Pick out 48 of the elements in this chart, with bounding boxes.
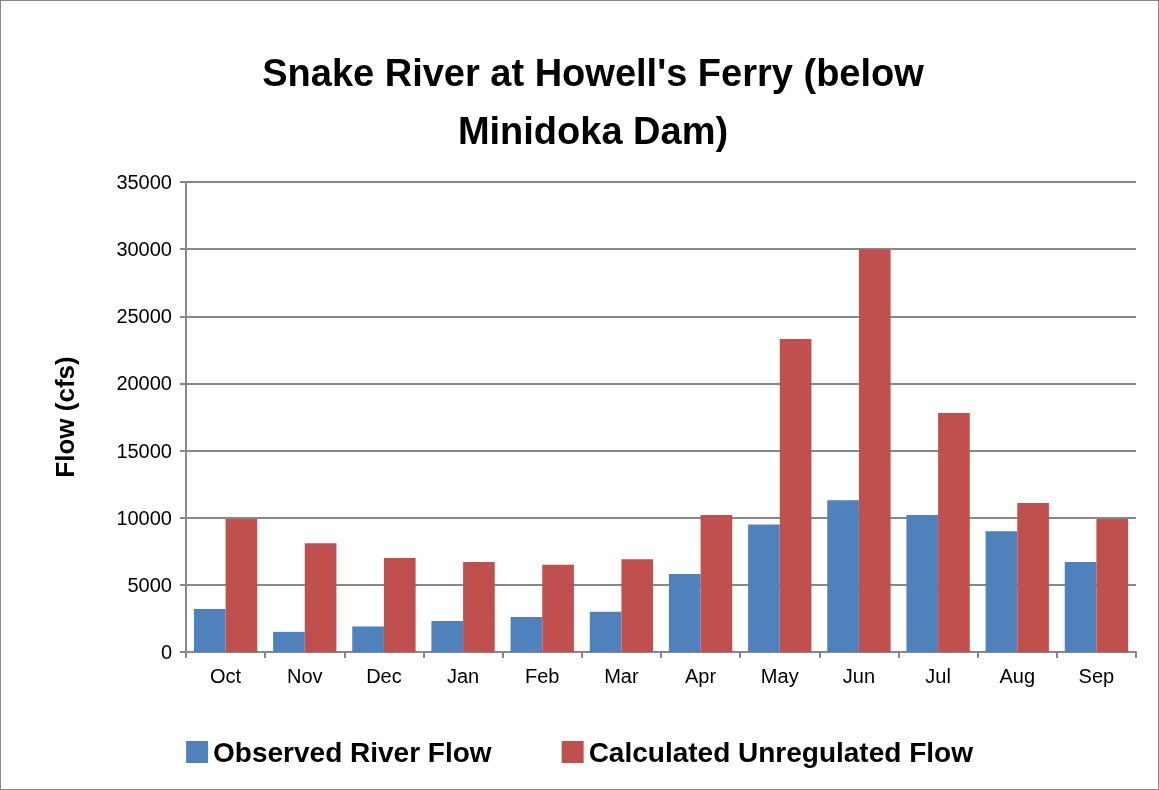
bar — [542, 564, 574, 652]
y-tick-label: 15000 — [116, 439, 172, 462]
chart-title: Snake River at Howell's Ferry (below Minidoka Dam) — [262, 52, 925, 152]
bar — [1017, 502, 1049, 652]
bar — [938, 412, 970, 652]
bar — [985, 531, 1018, 652]
x-tick-label: Feb — [525, 665, 560, 687]
bar — [779, 339, 812, 652]
x-tick-label: Aug — [999, 665, 1036, 687]
y-tick-label: 10000 — [116, 506, 172, 529]
bar — [1064, 562, 1097, 652]
x-tick-label: Jun — [842, 665, 876, 687]
y-tick-label: 35000 — [116, 171, 172, 193]
y-tick-label: 5000 — [127, 573, 172, 596]
bar — [193, 609, 226, 652]
x-tick-label: Mar — [604, 665, 639, 687]
bar — [431, 621, 464, 652]
legend-label: Calculated Unregulated Flow — [588, 736, 974, 768]
x-tick-label: May — [760, 665, 799, 687]
x-tick-label: Apr — [685, 665, 717, 687]
bar — [273, 631, 305, 652]
y-tick-label: 30000 — [116, 238, 172, 261]
bar — [589, 611, 622, 652]
x-tick-label: Jul — [925, 665, 951, 687]
x-tick-label: Nov — [286, 665, 323, 687]
bar — [668, 574, 701, 652]
y-axis-title: Flow (cfs) — [50, 356, 80, 478]
y-tick-label: 20000 — [116, 372, 172, 395]
bar — [748, 524, 780, 652]
bar — [621, 559, 654, 652]
bar — [225, 519, 258, 652]
bar — [1096, 519, 1129, 652]
bar — [827, 500, 859, 652]
bar — [906, 515, 939, 652]
x-tick-label: Jan — [446, 665, 480, 687]
x-tick-label: Oct — [210, 665, 242, 687]
y-tick-label: 25000 — [116, 305, 172, 328]
x-tick-label: Dec — [366, 665, 402, 687]
bar — [700, 515, 733, 652]
bar — [858, 249, 891, 652]
x-tick-label: Sep — [1078, 665, 1115, 687]
bar — [383, 558, 416, 652]
y-tick-label: 0 — [160, 641, 172, 663]
bar — [463, 562, 495, 652]
bar — [352, 626, 384, 652]
bar — [304, 543, 337, 652]
bar — [510, 617, 543, 652]
legend-label: Observed River Flow — [213, 736, 492, 768]
